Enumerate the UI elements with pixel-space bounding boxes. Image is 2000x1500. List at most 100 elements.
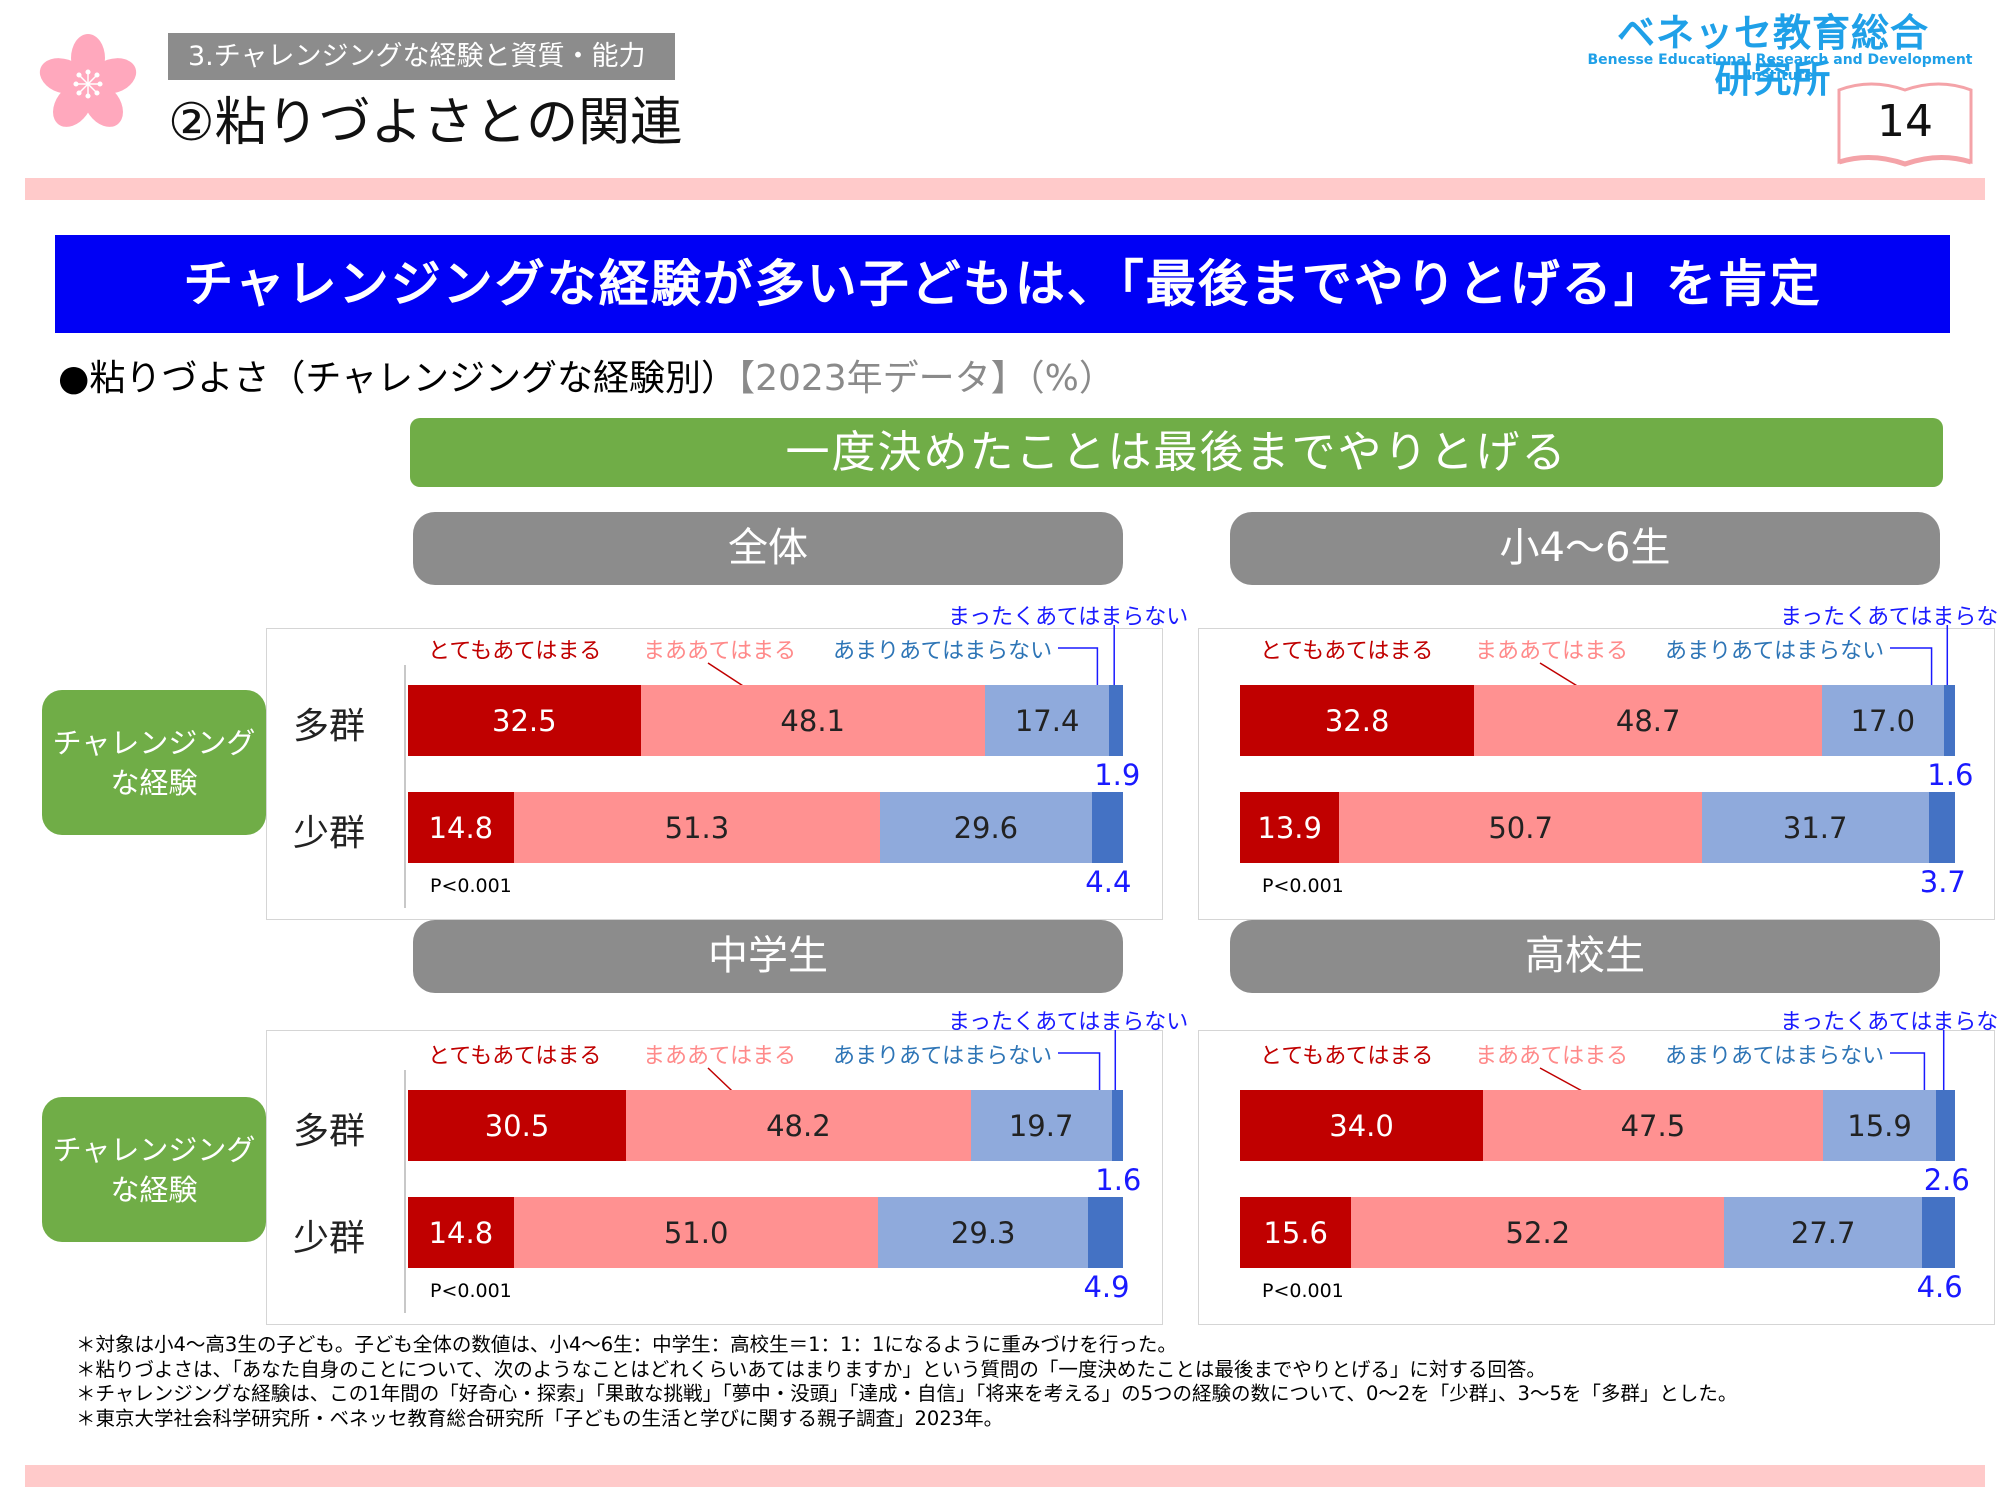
group-label: 多群 [293, 1111, 366, 1152]
bar-segment [1111, 1090, 1123, 1161]
bar-value-label: 29.3 [950, 1215, 1016, 1250]
bar-value-label: 34.0 [1329, 1108, 1394, 1143]
legend-label: とてもあてはまる [1260, 1044, 1434, 1069]
bar-value-label-outside: 4.9 [1083, 1270, 1130, 1304]
bar-segment: 29.6 [880, 792, 1092, 863]
bar-segment: 19.7 [970, 1090, 1112, 1161]
legend-label: あまりあてはまらない [1665, 639, 1885, 664]
bar-segment [1109, 685, 1123, 756]
panel-frame [266, 1030, 1163, 1325]
bar-segment: 31.7 [1701, 792, 1929, 863]
bar-segment: 48.2 [626, 1090, 971, 1161]
legend-label: まああてはまる [643, 639, 797, 664]
legend-label: まああてはまる [1475, 1044, 1629, 1069]
bar-segment: 50.7 [1339, 792, 1702, 863]
bar-segment [1091, 792, 1123, 863]
chart-subtitle: ●粘りづよさ（チャレンジングな経験別）【2023年データ】（%） [58, 355, 1115, 403]
bar-value-label: 14.8 [428, 810, 494, 845]
bar-segment: 29.3 [878, 1197, 1088, 1268]
bar-segment: 51.0 [513, 1197, 879, 1268]
bar-value-label: 14.8 [428, 1215, 494, 1250]
logo-text-jp: ベネッセ教育総合研究所 [1616, 11, 1929, 101]
bar-value-label: 32.5 [492, 703, 557, 738]
bar-value-label: 51.0 [663, 1215, 729, 1250]
bar-segment: 34.0 [1240, 1090, 1484, 1161]
bar-segment [1922, 1197, 1955, 1268]
bar-value-label: 51.3 [664, 810, 730, 845]
section-category: 3.チャレンジングな経験と資質・能力 [168, 33, 675, 80]
category-axis-line [404, 665, 406, 908]
bar-value-label: 17.0 [1850, 703, 1916, 738]
p-value: P<0.001 [430, 1280, 512, 1302]
legend-label: まああてはまる [643, 1044, 797, 1069]
page-title: ②粘りづよさとの関連 [168, 93, 683, 153]
bar-segment [1943, 685, 1955, 756]
bar-value-label: 15.6 [1263, 1215, 1328, 1250]
bar-value-label: 52.2 [1505, 1215, 1571, 1250]
panel-frame [1198, 628, 1995, 920]
group-label: 少群 [293, 1218, 366, 1259]
subtitle-note: 【2023年データ】（%） [737, 358, 1115, 399]
side-label-text: チャレンジング な経験 [52, 1132, 256, 1207]
bar-value-label: 48.1 [780, 703, 845, 738]
group-label: 少群 [293, 813, 366, 854]
side-label-text: チャレンジング な経験 [52, 725, 256, 800]
bar-value-label: 31.7 [1782, 810, 1848, 845]
question-label: 一度決めたことは最後までやりとげる [410, 418, 1943, 487]
panel-frame [1198, 1030, 1995, 1325]
bar-value-label-outside: 4.4 [1085, 865, 1132, 899]
bar-segment: 32.8 [1240, 685, 1475, 756]
bar-value-label: 50.7 [1488, 810, 1553, 845]
bar-value-label-outside: 3.7 [1919, 865, 1966, 899]
bar-value-label: 17.4 [1014, 703, 1080, 738]
legend-label: あまりあてはまらない [1665, 1044, 1885, 1069]
p-value: P<0.001 [430, 875, 512, 897]
bar-segment: 51.3 [513, 792, 881, 863]
logo-text-en: Benesse Educational Research and Develop… [1587, 52, 1973, 84]
bar-value-label: 48.2 [766, 1108, 831, 1143]
bar-value-label: 19.7 [1008, 1108, 1074, 1143]
group-label: 多群 [293, 706, 366, 747]
page-number: 14 [1877, 96, 1933, 147]
bar-value-label: 27.7 [1790, 1215, 1856, 1250]
legend-label: とてもあてはまる [1260, 639, 1434, 664]
footnote: ＊東京大学社会科学研究所・ベネッセ教育総合研究所「子どもの生活と学びに関する親子… [76, 1406, 1004, 1430]
legend-label: まああてはまる [1475, 639, 1629, 664]
panel-title: 小4～6生 [1230, 512, 1940, 585]
legend-label: あまりあてはまらない [833, 1044, 1053, 1069]
footnote: ＊チャレンジングな経験は、この1年間の「好奇心・探索」「果敢な挑戦」「夢中・没頭… [76, 1382, 1738, 1405]
bar-value-label-outside: 4.6 [1916, 1270, 1963, 1304]
legend-label: まったくあてはまらない [1780, 605, 2000, 630]
bar-segment [1928, 792, 1955, 863]
bar-value-label-outside: 1.6 [1095, 1163, 1142, 1197]
bar-value-label: 29.6 [953, 810, 1019, 845]
bar-value-label-outside: 1.6 [1927, 758, 1974, 792]
legend-label: とてもあてはまる [428, 1044, 602, 1069]
bar-segment: 32.5 [408, 685, 641, 756]
panel-title: 全体 [413, 512, 1123, 585]
bar-segment: 52.2 [1351, 1197, 1725, 1268]
bar-segment: 15.6 [1240, 1197, 1352, 1268]
legend-label: まったくあてはまらない [948, 605, 1189, 630]
bar-value-label: 13.9 [1257, 810, 1322, 845]
side-label-challenging-top: チャレンジング な経験 [42, 690, 266, 835]
footnotes: ＊対象は小4～高3生の子ども。子ども全体の数値は、小4～6生：中学生：高校生＝1… [76, 1333, 1737, 1431]
bar-segment: 13.9 [1240, 792, 1340, 863]
bar-value-label: 15.9 [1847, 1108, 1912, 1143]
bar-segment: 30.5 [408, 1090, 627, 1161]
bar-value-label: 47.5 [1620, 1108, 1686, 1143]
panel-title: 中学生 [413, 920, 1123, 993]
bar-segment: 47.5 [1483, 1090, 1823, 1161]
bar-segment [1087, 1197, 1123, 1268]
bar-segment: 48.1 [640, 685, 985, 756]
panel-frame [266, 628, 1163, 920]
bar-segment: 27.7 [1724, 1197, 1923, 1268]
p-value: P<0.001 [1262, 875, 1344, 897]
bar-segment: 17.4 [984, 685, 1110, 756]
legend-label: とてもあてはまる [428, 639, 602, 664]
footer-divider [25, 1465, 1985, 1487]
bar-value-label: 48.7 [1615, 703, 1681, 738]
bar-segment: 17.0 [1822, 685, 1944, 756]
header-divider [25, 178, 1985, 200]
bar-value-label-outside: 2.6 [1923, 1163, 1970, 1197]
